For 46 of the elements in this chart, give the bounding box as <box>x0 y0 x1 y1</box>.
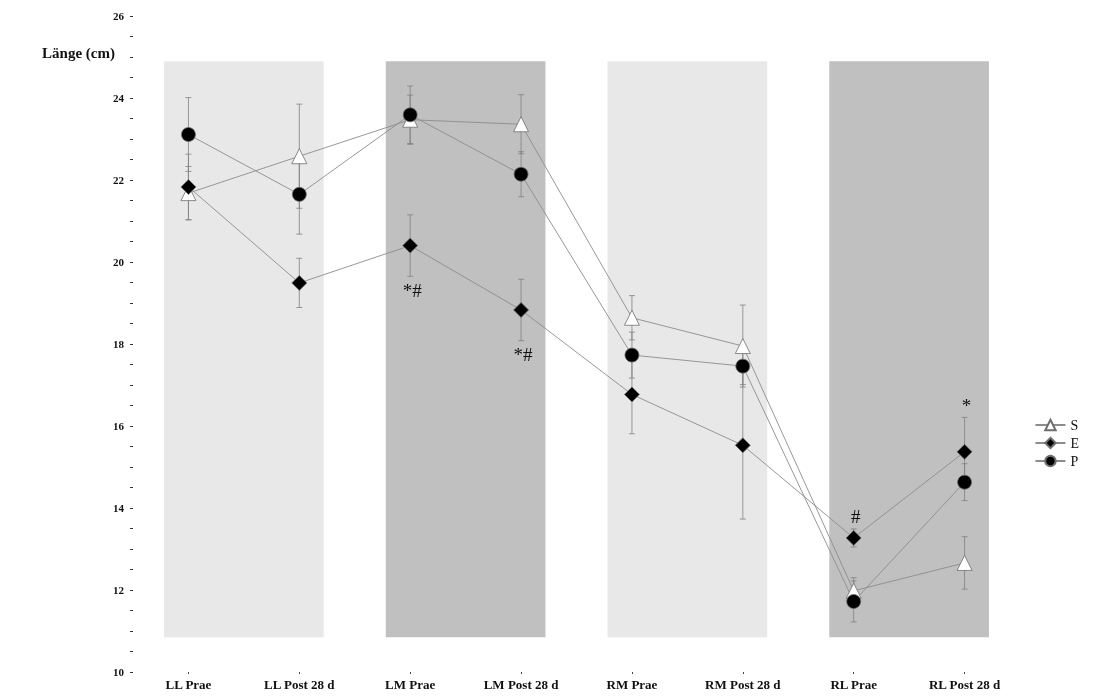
x-tick-label: RM Post 28 d <box>705 677 782 692</box>
point <box>956 555 973 571</box>
point <box>513 116 529 133</box>
legend-label: S <box>1070 417 1079 433</box>
point <box>735 358 751 374</box>
x-tick-label: RM Prae <box>606 677 658 692</box>
x-tick-label: LL Post 28 d <box>264 677 336 692</box>
point <box>734 437 751 454</box>
y-axis-title: Länge (cm) <box>42 45 115 62</box>
point <box>624 309 640 326</box>
x-tick-label: RL Post 28 d <box>928 677 1001 692</box>
y-tick-label: 12 <box>113 584 125 596</box>
point <box>734 338 751 354</box>
point <box>291 186 307 202</box>
point <box>291 275 308 291</box>
point <box>402 107 418 123</box>
point <box>402 237 419 254</box>
y-tick-label: 16 <box>113 420 125 432</box>
annotation: *# <box>402 279 423 301</box>
annotation: * <box>961 394 972 416</box>
point <box>624 347 640 363</box>
annotation: *# <box>513 344 534 366</box>
x-tick-label: LM Post 28 d <box>483 677 560 692</box>
x-tick-label: LM Prae <box>385 677 436 692</box>
legend-label: P <box>1070 453 1079 469</box>
y-tick-label: 10 <box>113 666 125 678</box>
y-tick-label: 20 <box>113 256 125 268</box>
y-tick-label: 22 <box>113 174 125 186</box>
point <box>513 166 529 182</box>
point <box>181 127 196 142</box>
y-tick-label: 14 <box>113 502 125 514</box>
legend-label: E <box>1070 435 1080 451</box>
y-tick-label: 26 <box>113 10 125 22</box>
point <box>513 302 529 318</box>
x-tick-label: LL Prae <box>165 677 212 692</box>
point <box>180 179 197 195</box>
point <box>957 474 972 490</box>
point <box>956 443 973 460</box>
point <box>845 530 862 546</box>
annotation: # <box>850 506 861 528</box>
point <box>624 386 640 403</box>
y-tick-label: 24 <box>113 92 125 104</box>
point <box>846 594 862 609</box>
y-tick-label: 18 <box>113 338 125 350</box>
point <box>291 148 308 165</box>
x-tick-label: RL Prae <box>830 677 878 692</box>
